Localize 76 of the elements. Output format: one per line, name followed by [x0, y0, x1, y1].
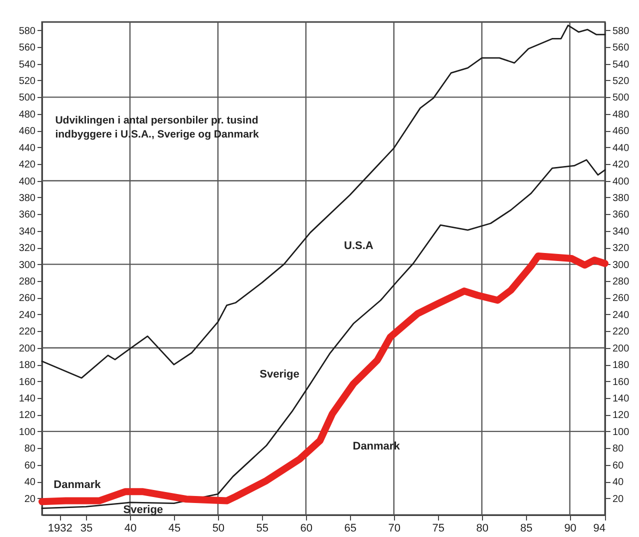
y-tick-label: 240: [18, 310, 36, 321]
text: U.S.A: [344, 240, 374, 252]
y2-tick-label: 300: [612, 260, 630, 271]
x-tick-label: 45: [168, 522, 181, 534]
y-tick-label: 60: [24, 460, 36, 472]
y-tick-label: 20: [24, 494, 36, 505]
line-series: [41, 24, 606, 379]
y2-tick-label: 560: [612, 42, 630, 54]
y-tick-label: 120: [18, 410, 36, 422]
x-tick-label: 90: [564, 522, 576, 534]
y-tick-label: 580: [18, 26, 36, 37]
x-tick-label: 35: [80, 522, 93, 534]
y-tick-label: 260: [18, 293, 36, 304]
y2-tick-label: 500: [612, 92, 630, 104]
y-tick-label: 480: [18, 109, 36, 120]
x-tick-label: 65: [344, 522, 357, 534]
y2-tick-label: 220: [612, 326, 630, 338]
y2-tick-label: 440: [612, 142, 630, 154]
y2-tick-label: 400: [612, 176, 630, 188]
x-tick-label: 94: [593, 522, 606, 534]
y-tick-label: 440: [18, 142, 36, 154]
y-tick-label: 500: [18, 92, 36, 104]
y2-tick-label: 240: [612, 310, 630, 321]
y-tick-label: 220: [18, 326, 36, 338]
y2-tick-label: 580: [612, 26, 630, 37]
y-tick-label: 100: [18, 426, 36, 438]
x-tick-label: 80: [476, 522, 488, 534]
x-tick-label: 1932: [48, 522, 72, 534]
y2-tick-label: 280: [612, 276, 630, 288]
text: Sverige: [260, 368, 300, 381]
y-tick-label: 380: [18, 192, 36, 204]
y2-tick-label: 100: [612, 426, 630, 438]
y-tick-label: 560: [18, 42, 36, 54]
y-tick-label: 540: [18, 59, 36, 70]
y2-tick-label: 480: [612, 109, 630, 120]
x-tick-label: 50: [212, 522, 225, 534]
series-label: Danmark: [54, 478, 102, 491]
y2-tick-label: 20: [612, 494, 624, 505]
y2-tick-label: 420: [612, 160, 630, 171]
y-tick-label: 520: [18, 76, 36, 87]
y-tick-label: 280: [18, 276, 36, 288]
y-tick-label: 80: [24, 444, 36, 455]
y2-tick-label: 520: [612, 76, 630, 87]
y-tick-label: 140: [18, 394, 36, 405]
y2-tick-label: 140: [612, 394, 630, 405]
y2-tick-label: 380: [612, 192, 630, 204]
x-tick-label: 75: [432, 522, 444, 534]
y2-tick-label: 360: [612, 210, 630, 221]
y-tick-label: 300: [18, 260, 36, 271]
y2-tick-label: 260: [612, 293, 630, 304]
y2-tick-label: 160: [612, 376, 630, 388]
y2-tick-label: 40: [612, 477, 624, 488]
x-tick-label: 70: [388, 522, 400, 534]
y-tick-label: 200: [18, 343, 36, 354]
y2-tick-label: 180: [612, 360, 630, 372]
y-tick-label: 40: [24, 477, 36, 488]
y2-tick-label: 340: [612, 226, 630, 238]
y-tick-label: 180: [18, 360, 36, 372]
y2-tick-label: 320: [612, 243, 630, 254]
x-tick-label: 55: [256, 522, 269, 534]
y-tick-label: 160: [18, 376, 36, 388]
y-tick-label: 460: [18, 126, 36, 138]
y-tick-label: 320: [18, 243, 36, 254]
y-tick-label: 400: [18, 176, 36, 188]
y-tick-label: 420: [18, 160, 36, 171]
x-tick-label: 85: [520, 522, 532, 534]
y-tick-label: 360: [18, 210, 36, 221]
x-tick-label: 40: [124, 522, 137, 534]
y2-tick-label: 200: [612, 343, 630, 354]
y2-tick-label: 60: [612, 460, 624, 472]
y-tick-label: 340: [18, 226, 36, 238]
y2-tick-label: 120: [612, 410, 630, 422]
y2-tick-label: 80: [612, 444, 624, 455]
x-tick-label: 60: [300, 522, 313, 534]
y2-tick-label: 540: [612, 59, 630, 70]
y2-tick-label: 460: [612, 126, 630, 138]
